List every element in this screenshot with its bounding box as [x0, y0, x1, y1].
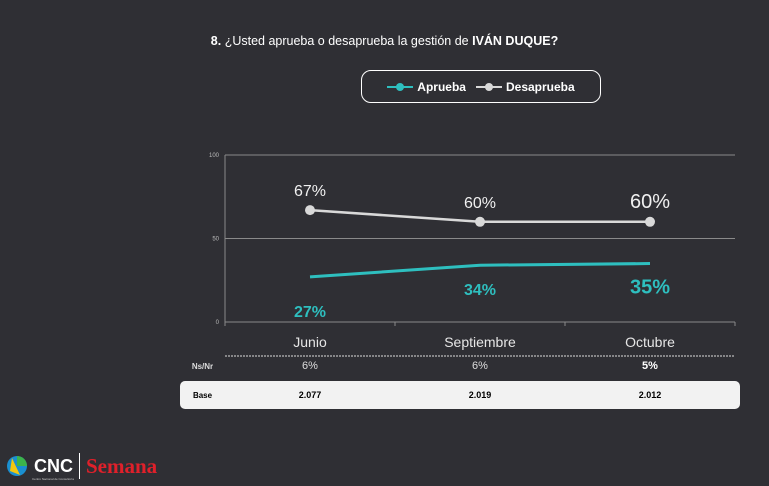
- line-chart: 0 50 100 Junio Septiembre Octubre 27% 34% 35% 67%…: [209, 153, 736, 357]
- y-tick-label: 100: [209, 153, 220, 159]
- base-label: Base: [192, 390, 213, 400]
- legend-marker-desaprueba: [475, 82, 502, 91]
- cnc-logo-subtitle: Centro Nacional de Consultoría: [32, 477, 74, 481]
- x-tick-label: Junio: [293, 334, 327, 350]
- logos: CNC Centro Nacional de Consultoría Seman…: [6, 453, 158, 481]
- base-value: 2.077: [298, 390, 322, 400]
- nsnr-row: Ns/Nr 6% 6% 5%: [180, 357, 740, 375]
- legend-label: Aprueba: [417, 79, 466, 94]
- data-point: [645, 216, 655, 227]
- question-number: 8.: [210, 34, 222, 48]
- data-label: 27%: [294, 304, 326, 321]
- series-line-aprueba: [309, 262, 651, 279]
- data-label: 60%: [630, 191, 670, 213]
- data-label: 35%: [630, 277, 670, 299]
- logo-separator: [79, 453, 80, 479]
- semana-logo: Semana: [86, 453, 158, 478]
- question-subject: IVÁN DUQUE?: [472, 34, 559, 48]
- y-tick-label: 0: [216, 320, 220, 326]
- legend-item-desaprueba: Desaprueba: [475, 79, 575, 94]
- legend-marker-aprueba: [387, 82, 414, 91]
- data-label: 67%: [294, 183, 326, 200]
- x-tick-label: Octubre: [625, 334, 675, 350]
- base-row: Base 2.077 2.019 2.012: [180, 381, 740, 409]
- data-label: 60%: [464, 195, 496, 212]
- cnc-logo-text: CNC: [34, 455, 73, 476]
- question-text: ¿Usted aprueba o desaprueba la gestión d…: [224, 34, 469, 48]
- x-tick-label: Septiembre: [444, 334, 516, 350]
- legend-item-aprueba: Aprueba: [387, 80, 466, 94]
- nsnr-label: Ns/Nr: [191, 361, 214, 371]
- base-value: 2.019: [468, 390, 492, 400]
- cnc-logo-icon: [7, 456, 27, 476]
- data-point: [475, 216, 485, 227]
- data-label: 34%: [464, 282, 496, 299]
- y-tick-label: 50: [212, 237, 219, 243]
- base-value: 2.012: [638, 390, 662, 400]
- legend: Aprueba Desaprueba: [361, 70, 601, 103]
- data-point: [305, 205, 315, 216]
- nsnr-value: 6%: [302, 360, 318, 372]
- legend-label: Desaprueba: [505, 79, 575, 94]
- nsnr-value: 6%: [472, 360, 488, 372]
- chart-title: 8. ¿Usted aprueba o desaprueba la gestió…: [0, 34, 769, 48]
- nsnr-value: 5%: [642, 360, 658, 372]
